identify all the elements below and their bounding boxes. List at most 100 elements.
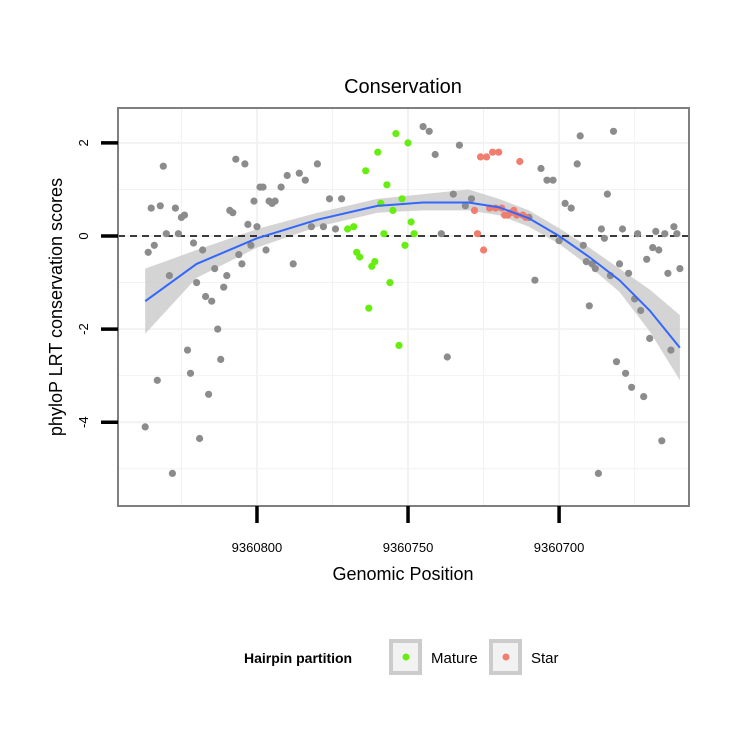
point-star xyxy=(489,148,497,156)
point-other xyxy=(156,202,164,210)
point-mature xyxy=(350,223,358,231)
point-other xyxy=(253,223,261,231)
point-mature xyxy=(392,130,400,138)
point-other xyxy=(646,334,654,342)
point-other xyxy=(640,393,648,401)
point-other xyxy=(147,204,155,212)
legend-marker-star xyxy=(502,653,510,661)
point-other xyxy=(171,204,179,212)
point-other xyxy=(467,195,476,203)
point-other xyxy=(612,358,621,366)
point-other xyxy=(174,230,182,238)
point-other xyxy=(582,258,590,266)
point-other xyxy=(205,390,213,398)
y-axis-label: phyloP LRT conservation scores xyxy=(46,178,66,436)
point-mature xyxy=(362,167,370,175)
point-other xyxy=(247,241,255,249)
point-other xyxy=(338,195,346,203)
point-other xyxy=(609,127,618,135)
point-other xyxy=(573,160,581,168)
confidence-ribbon xyxy=(145,189,680,381)
point-other xyxy=(579,241,587,249)
point-other xyxy=(229,209,237,217)
legend-title: Hairpin partition xyxy=(244,650,352,666)
point-other xyxy=(531,276,539,284)
smooth-line xyxy=(144,201,681,349)
point-other xyxy=(419,123,427,131)
point-mature xyxy=(380,230,388,238)
point-star xyxy=(483,153,491,161)
point-other xyxy=(180,211,189,219)
point-other xyxy=(461,202,469,210)
point-other xyxy=(277,183,285,191)
point-other xyxy=(649,244,657,252)
point-other xyxy=(220,283,228,291)
point-other xyxy=(618,225,627,233)
ribbon-area xyxy=(145,189,680,381)
point-other xyxy=(199,246,207,254)
grid-lines xyxy=(118,108,689,506)
point-mature xyxy=(401,241,409,249)
point-other xyxy=(325,195,334,203)
point-other xyxy=(144,248,152,256)
point-other xyxy=(664,269,672,277)
point-other xyxy=(331,225,340,233)
point-other xyxy=(600,234,609,242)
point-mature xyxy=(371,258,379,266)
point-mature xyxy=(365,304,373,312)
y-tick-label: 0 xyxy=(76,232,91,239)
point-other xyxy=(615,260,624,268)
point-star xyxy=(480,246,488,254)
point-other xyxy=(603,190,612,198)
point-other xyxy=(153,376,161,384)
point-mature xyxy=(407,218,415,226)
point-other xyxy=(670,223,678,231)
point-other xyxy=(594,469,603,477)
legend-marker-mature xyxy=(402,653,410,661)
plot-panel xyxy=(118,108,689,506)
legend-key-star xyxy=(489,639,522,675)
point-other xyxy=(238,260,246,268)
point-other xyxy=(283,171,291,180)
point-other xyxy=(223,272,231,280)
point-other xyxy=(437,230,445,238)
x-tick-label: 9360750 xyxy=(383,540,434,555)
point-mature xyxy=(410,230,418,238)
point-mature xyxy=(374,148,382,156)
point-other xyxy=(295,169,303,177)
point-other xyxy=(637,306,645,315)
point-other xyxy=(431,150,439,159)
point-other xyxy=(159,162,167,170)
point-other xyxy=(250,197,258,205)
y-tick-label: -2 xyxy=(76,323,91,335)
y-tick-label: 2 xyxy=(76,139,91,146)
point-other xyxy=(585,302,593,310)
point-other xyxy=(449,190,457,198)
point-other xyxy=(549,176,557,184)
point-other xyxy=(150,241,158,249)
data-points xyxy=(141,123,684,477)
point-other xyxy=(561,199,569,207)
point-mature xyxy=(383,181,391,189)
point-other xyxy=(141,423,149,431)
legend-label-star: Star xyxy=(531,650,559,667)
point-mature xyxy=(395,341,403,349)
point-other xyxy=(162,230,170,238)
point-other xyxy=(625,269,633,277)
point-other xyxy=(425,127,433,135)
x-axis: 9360800 9360750 9360700 xyxy=(232,506,584,555)
point-other xyxy=(214,325,222,333)
point-mature xyxy=(356,253,364,261)
point-other xyxy=(301,176,309,184)
point-other xyxy=(591,265,599,273)
point-other xyxy=(235,251,243,259)
point-other xyxy=(655,246,663,254)
point-other xyxy=(576,132,584,140)
point-star xyxy=(473,230,482,238)
point-mature xyxy=(389,206,397,214)
point-other xyxy=(259,183,267,191)
point-other xyxy=(211,265,219,273)
point-mature xyxy=(398,195,406,203)
point-other xyxy=(652,227,660,235)
